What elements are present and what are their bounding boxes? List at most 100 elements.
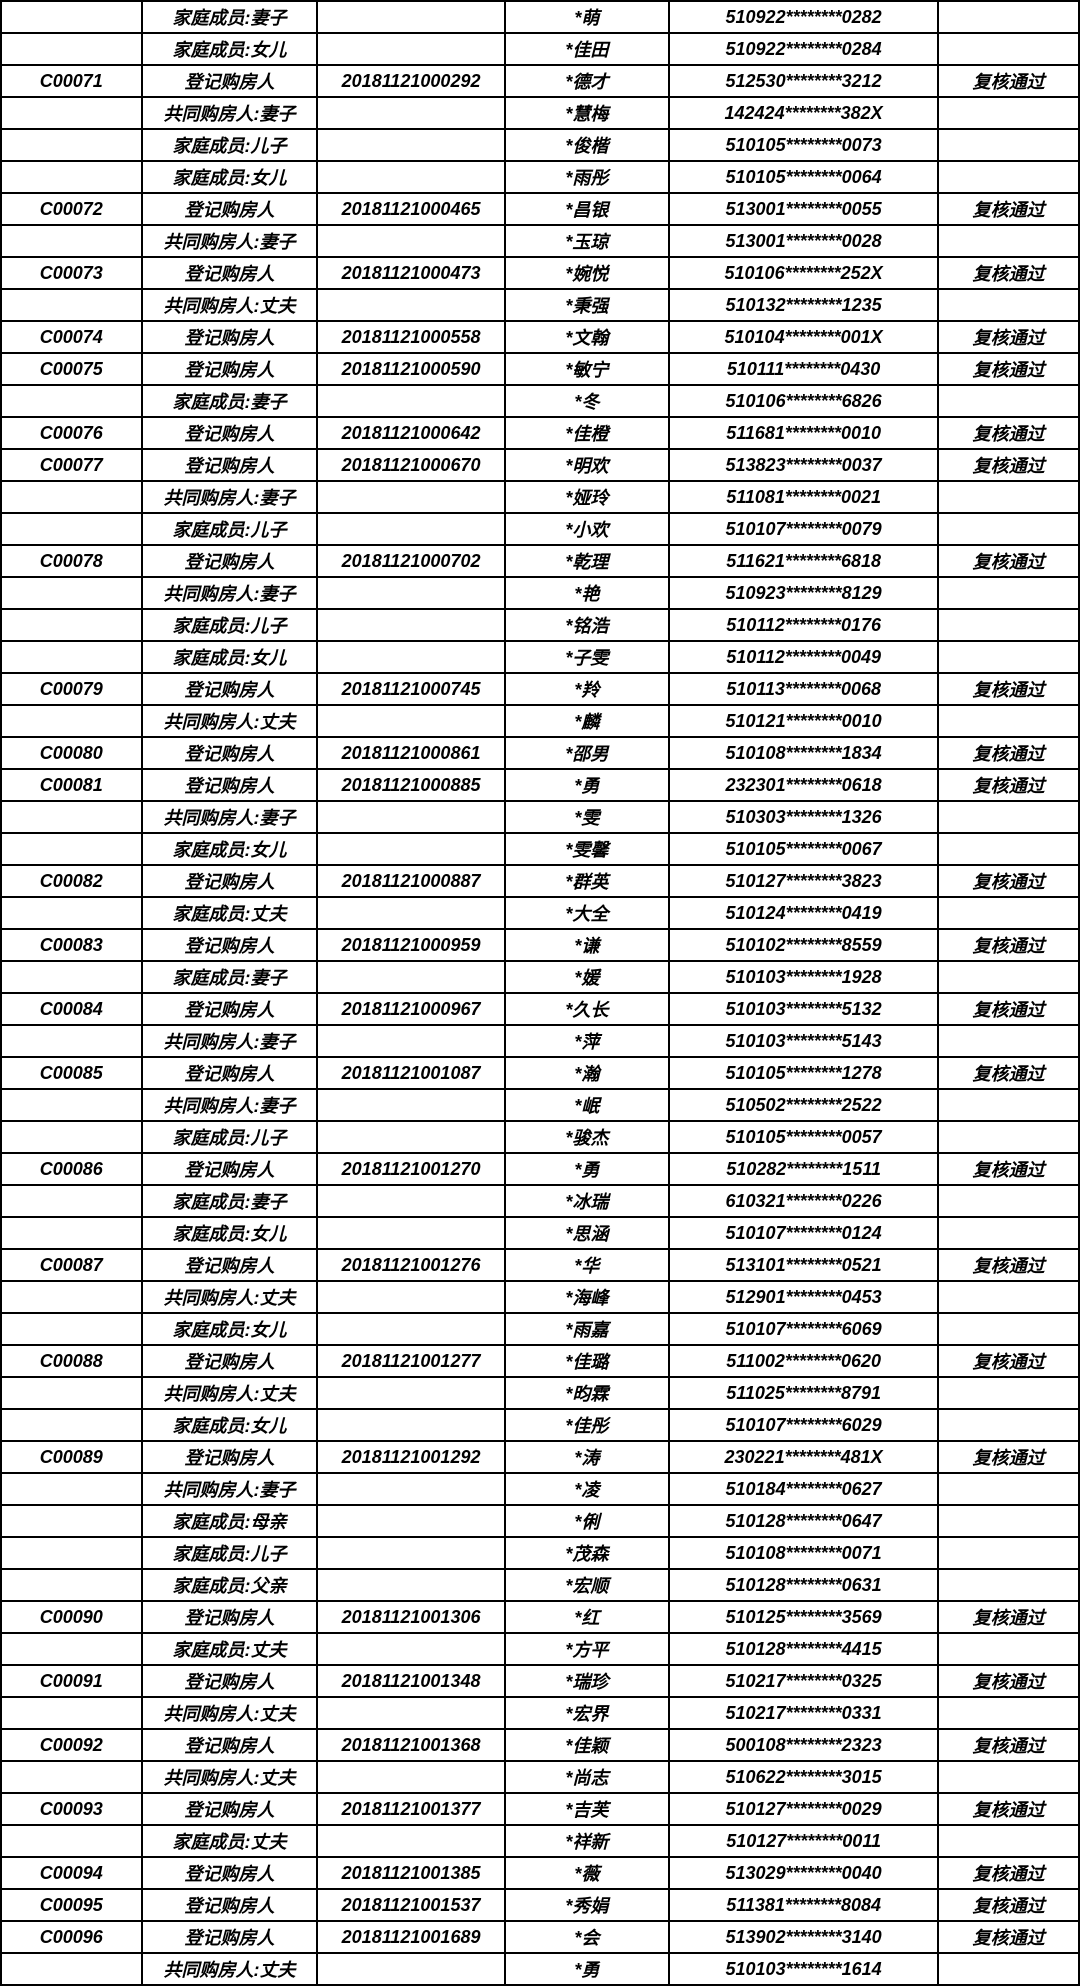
table-cell: *萌 — [505, 1, 669, 33]
table-cell: 登记购房人 — [142, 417, 318, 449]
table-cell: *谦 — [505, 929, 669, 961]
table-cell: 登记购房人 — [142, 737, 318, 769]
table-cell — [938, 577, 1079, 609]
table-cell — [938, 1185, 1079, 1217]
table-cell — [938, 97, 1079, 129]
table-cell: 511621********6818 — [669, 545, 939, 577]
table-cell: C00071 — [1, 65, 142, 97]
table-cell: 复核通过 — [938, 1345, 1079, 1377]
table-cell: *佳颖 — [505, 1729, 669, 1761]
table-row: C00095登记购房人20181121001537*秀娟511381******… — [1, 1889, 1079, 1921]
table-cell — [938, 481, 1079, 513]
table-cell: 家庭成员:女儿 — [142, 161, 318, 193]
table-cell — [1, 289, 142, 321]
table-cell — [317, 961, 504, 993]
table-cell: 510124********0419 — [669, 897, 939, 929]
table-cell — [1, 1505, 142, 1537]
table-cell — [317, 1025, 504, 1057]
table-cell — [317, 705, 504, 737]
table-cell: 登记购房人 — [142, 1057, 318, 1089]
table-cell: 家庭成员:儿子 — [142, 1121, 318, 1153]
table-cell: 510112********0176 — [669, 609, 939, 641]
table-cell: 510622********3015 — [669, 1761, 939, 1793]
table-cell — [317, 289, 504, 321]
table-cell — [1, 1761, 142, 1793]
table-row: 家庭成员:妻子*萌510922********0282 — [1, 1, 1079, 33]
table-cell: *华 — [505, 1249, 669, 1281]
table-cell: *雨彤 — [505, 161, 669, 193]
table-cell: *德才 — [505, 65, 669, 97]
table-cell: 230221********481X — [669, 1441, 939, 1473]
table-cell — [317, 609, 504, 641]
table-cell: 20181121001270 — [317, 1153, 504, 1185]
table-cell: 登记购房人 — [142, 865, 318, 897]
table-row: 家庭成员:妻子*冬510106********6826 — [1, 385, 1079, 417]
table-cell: 510107********0079 — [669, 513, 939, 545]
table-cell: *乾理 — [505, 545, 669, 577]
table-cell: 复核通过 — [938, 1729, 1079, 1761]
table-cell: *尚志 — [505, 1761, 669, 1793]
table-cell — [938, 33, 1079, 65]
table-row: 共同购房人:丈夫*昀霖511025********8791 — [1, 1377, 1079, 1409]
table-cell: 232301********0618 — [669, 769, 939, 801]
table-cell — [938, 1697, 1079, 1729]
table-cell — [317, 1089, 504, 1121]
table-cell: 家庭成员:丈夫 — [142, 897, 318, 929]
table-cell: *会 — [505, 1921, 669, 1953]
table-row: C00090登记购房人20181121001306*红510125*******… — [1, 1601, 1079, 1633]
table-row: 共同购房人:妻子*艳510923********8129 — [1, 577, 1079, 609]
table-cell — [938, 705, 1079, 737]
table-cell: 20181121001385 — [317, 1857, 504, 1889]
table-row: C00084登记购房人20181121000967*久长510103******… — [1, 993, 1079, 1025]
table-row: C00094登记购房人20181121001385*薇513029*******… — [1, 1857, 1079, 1889]
table-cell: *子雯 — [505, 641, 669, 673]
table-cell: *祥新 — [505, 1825, 669, 1857]
table-cell — [938, 1, 1079, 33]
table-row: 共同购房人:丈夫*麟510121********0010 — [1, 705, 1079, 737]
table-cell: *海峰 — [505, 1281, 669, 1313]
table-cell: *婉悦 — [505, 257, 669, 289]
table-row: 家庭成员:丈夫*方平510128********4415 — [1, 1633, 1079, 1665]
table-cell: *大全 — [505, 897, 669, 929]
table-cell: C00095 — [1, 1889, 142, 1921]
table-cell: C00072 — [1, 193, 142, 225]
table-cell: 510132********1235 — [669, 289, 939, 321]
table-cell — [938, 1473, 1079, 1505]
table-cell: 510217********0325 — [669, 1665, 939, 1697]
table-cell — [1, 1473, 142, 1505]
table-cell: 510125********3569 — [669, 1601, 939, 1633]
table-row: C00078登记购房人20181121000702*乾理511621******… — [1, 545, 1079, 577]
table-cell — [938, 641, 1079, 673]
table-cell: C00085 — [1, 1057, 142, 1089]
table-row: C00081登记购房人20181121000885*勇232301*******… — [1, 769, 1079, 801]
table-cell: 510105********0073 — [669, 129, 939, 161]
table-cell — [317, 1377, 504, 1409]
table-cell: C00077 — [1, 449, 142, 481]
table-cell: *冬 — [505, 385, 669, 417]
table-cell: 510103********5132 — [669, 993, 939, 1025]
table-cell: 复核通过 — [938, 1153, 1079, 1185]
table-cell — [317, 1761, 504, 1793]
table-cell: C00081 — [1, 769, 142, 801]
table-cell: 20181121000642 — [317, 417, 504, 449]
table-cell: *方平 — [505, 1633, 669, 1665]
table-cell: 510103********5143 — [669, 1025, 939, 1057]
table-cell: 20181121000702 — [317, 545, 504, 577]
table-cell — [317, 1409, 504, 1441]
table-cell: C00086 — [1, 1153, 142, 1185]
table-cell: 510112********0049 — [669, 641, 939, 673]
table-cell: *娅玲 — [505, 481, 669, 513]
table-cell: 20181121000670 — [317, 449, 504, 481]
table-cell — [1, 641, 142, 673]
table-cell: *玉琼 — [505, 225, 669, 257]
table-cell — [1, 705, 142, 737]
table-cell: 512901********0453 — [669, 1281, 939, 1313]
table-cell: *俐 — [505, 1505, 669, 1537]
table-cell: 20181121000465 — [317, 193, 504, 225]
table-cell — [317, 513, 504, 545]
table-cell: 20181121001276 — [317, 1249, 504, 1281]
table-cell — [317, 1473, 504, 1505]
table-row: 共同购房人:丈夫*尚志510622********3015 — [1, 1761, 1079, 1793]
table-cell: 家庭成员:女儿 — [142, 833, 318, 865]
table-row: C00073登记购房人20181121000473*婉悦510106******… — [1, 257, 1079, 289]
